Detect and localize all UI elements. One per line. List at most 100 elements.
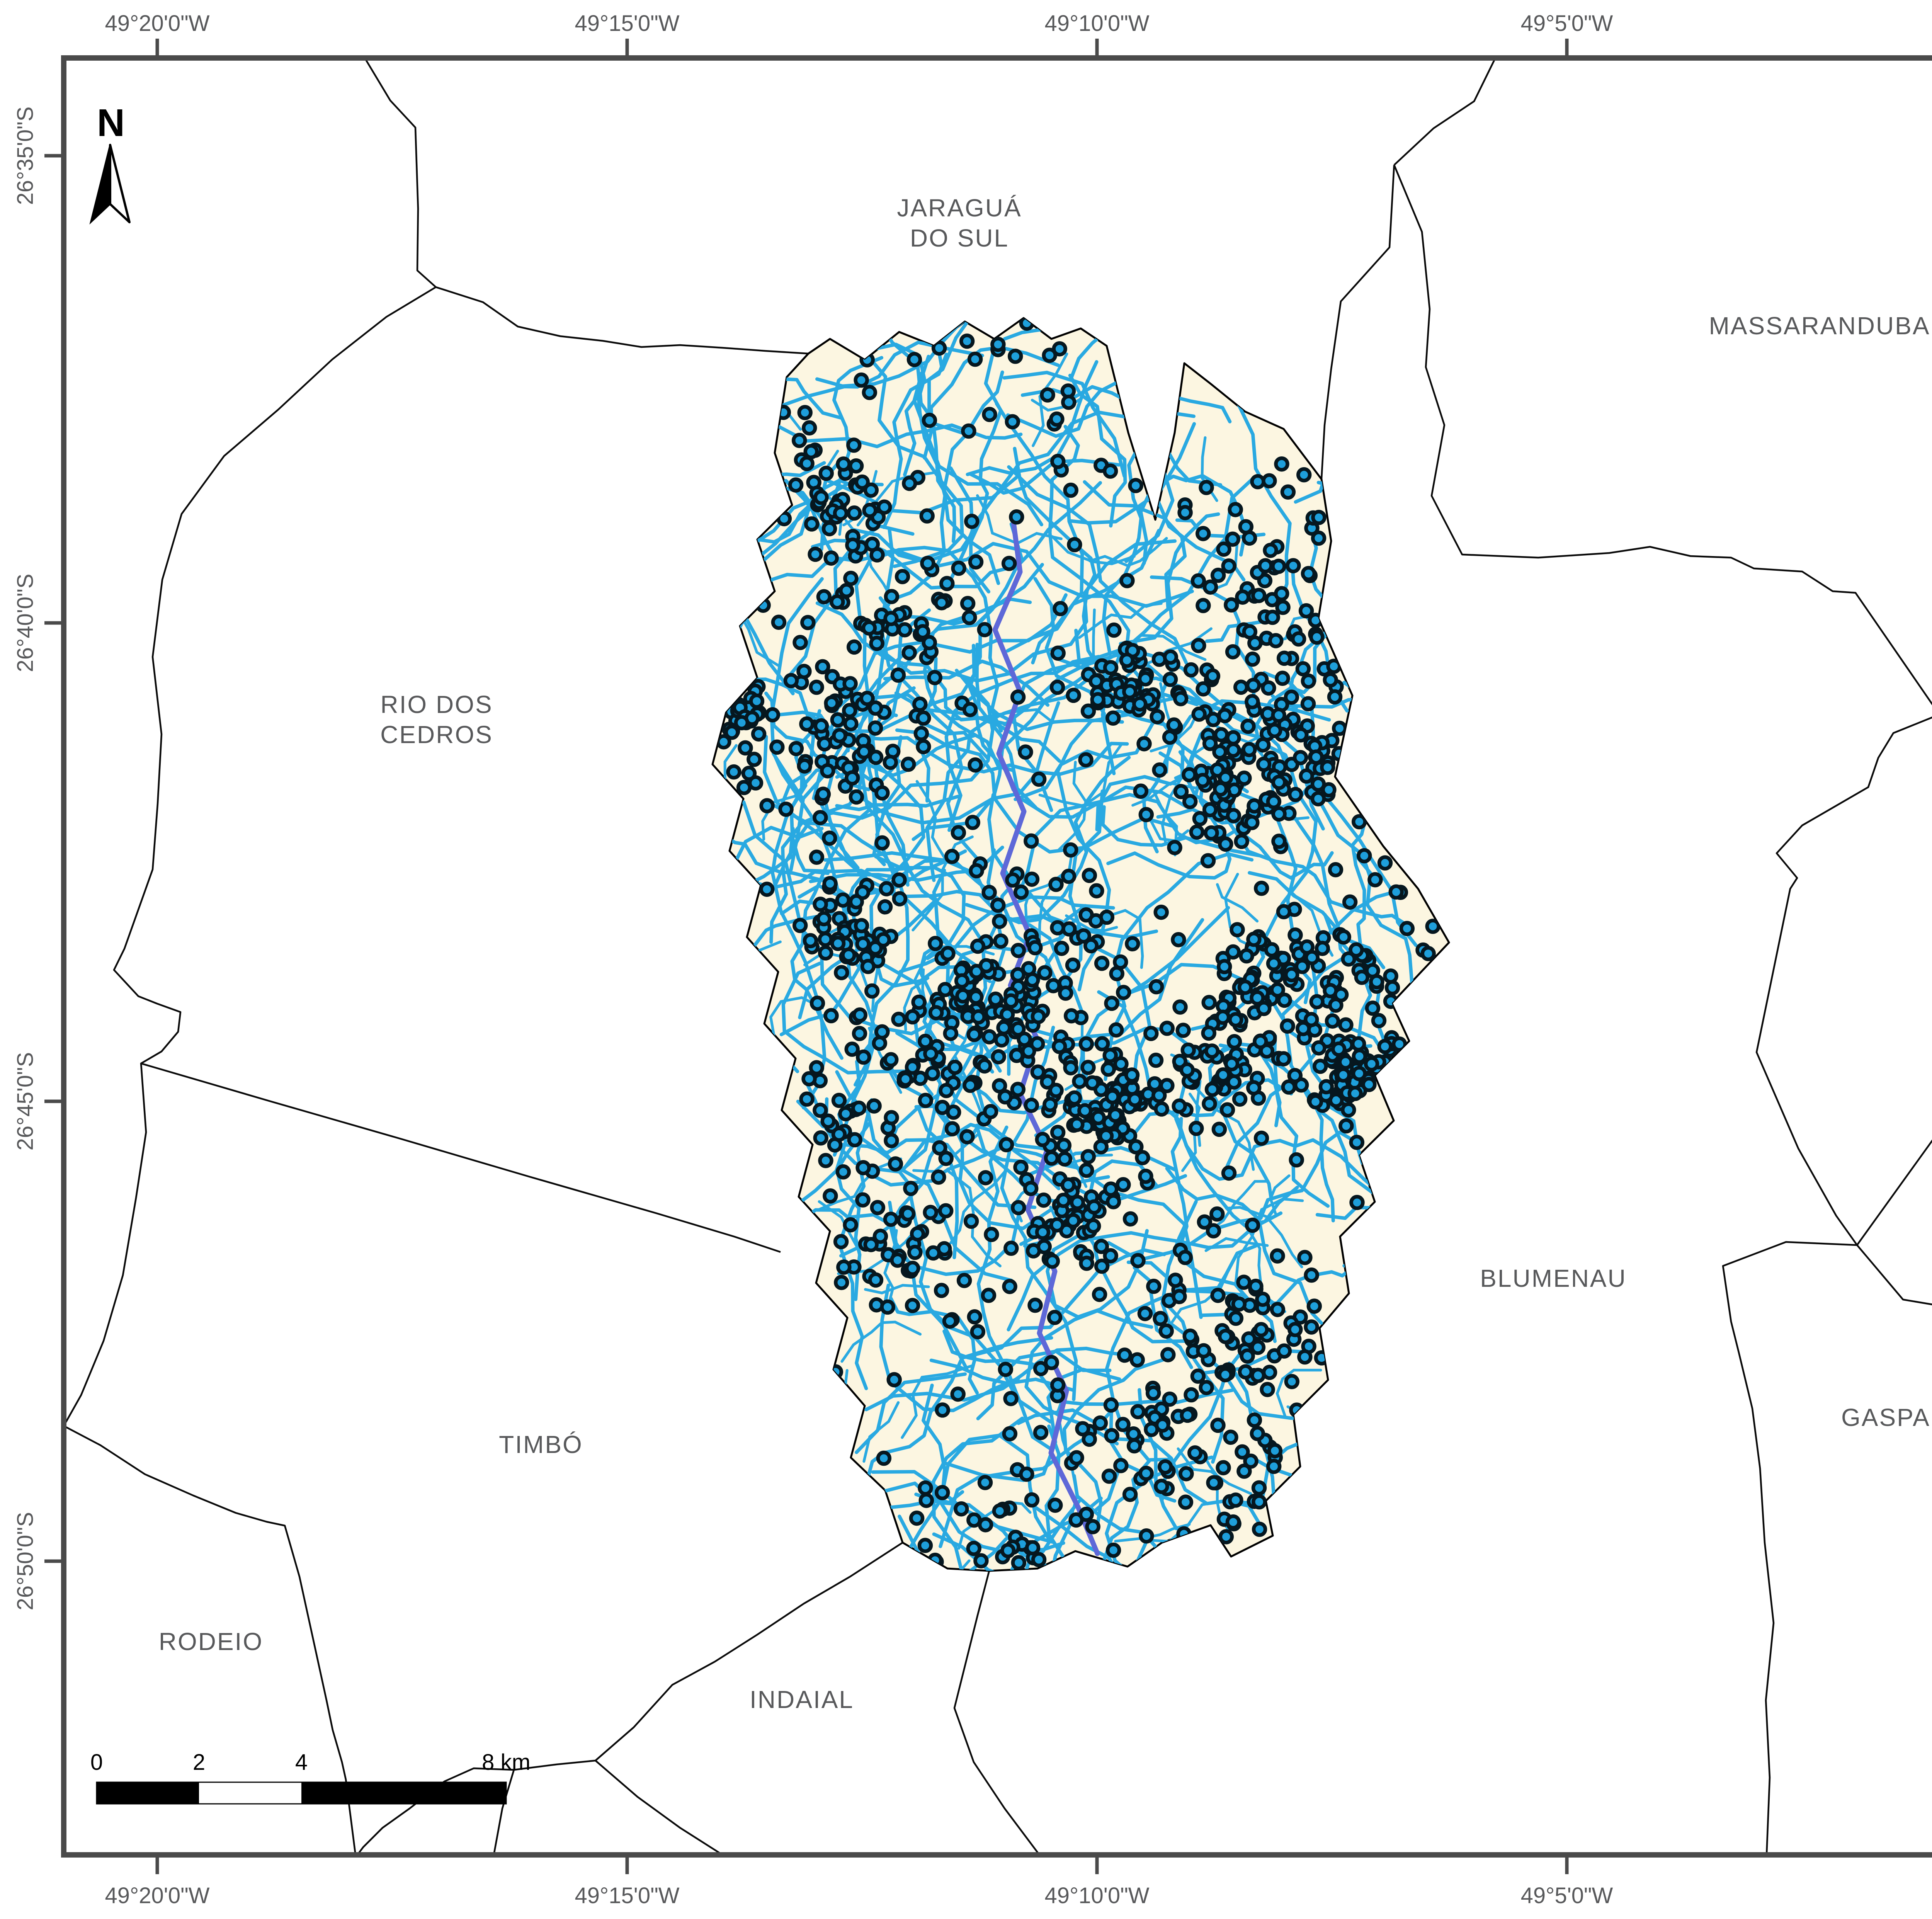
spring-dot [1002,1426,1018,1442]
spring-dot [1002,1279,1017,1294]
spring-dot [1341,951,1356,967]
spring-dot [801,420,817,436]
spring-dot [1338,1118,1354,1134]
spring-dot [1040,1074,1055,1090]
spring-dot [919,508,935,524]
spring-dot [1018,744,1033,760]
spring-dot [1106,622,1122,638]
spring-dot [1240,718,1256,734]
spring-dot [968,757,983,773]
spring-dot [776,511,792,526]
spring-dot [959,1129,975,1145]
spring-dot [1325,1013,1340,1029]
spring-dot [1218,1529,1234,1545]
spring-dot [1332,721,1347,736]
spring-dot [793,635,808,650]
river-line [1032,352,1068,447]
spring-dot [1092,1286,1107,1302]
spring-dot [1311,510,1327,525]
spring-dot [1089,883,1104,898]
spring-dot [813,1102,828,1118]
spring-dot [1072,1073,1087,1089]
spring-dot [1306,1298,1322,1314]
river-line [1281,953,1350,1223]
axis-label-left: 26°40'0"S [13,574,38,672]
spring-dot [864,983,880,999]
spring-dot [964,514,980,529]
spring-dot [934,595,949,611]
spring-dot [1256,1001,1272,1016]
map-label-timbo: TIMBÓ [499,1431,583,1458]
spring-dot [1092,1415,1108,1431]
river-line [942,370,1004,585]
spring-dot [834,965,849,980]
river-line [1352,851,1415,995]
spring-dot [1050,645,1066,661]
spring-dot [1293,727,1309,743]
spring-dot [973,1553,989,1569]
spring-dot [955,988,971,1004]
spring-dot [912,696,928,712]
spring-dot [913,726,929,741]
spring-dot [809,679,824,695]
spring-dot [1196,598,1211,613]
river-line [1150,713,1198,753]
spring-dot [854,918,869,934]
municipal-boundary-line [63,1425,357,1855]
spring-dot [1146,1279,1162,1294]
spring-dot [843,1217,858,1233]
spring-dot [1115,1417,1131,1432]
spring-dot [854,474,870,490]
spring-dot [1139,1528,1154,1544]
spring-dot [866,1098,882,1114]
spring-dot [1228,1492,1243,1508]
spring-dot [1053,601,1068,616]
spring-dot [1226,730,1241,746]
spring-dot [1171,932,1186,948]
spring-dot [1024,972,1040,988]
spring-dot [1138,671,1153,687]
spring-dot [845,538,861,553]
spring-dot [1303,1012,1319,1028]
spring-dot [1177,1250,1193,1265]
spring-dot [861,620,877,636]
spring-dot [905,1298,920,1313]
river-line [883,659,1050,707]
river-line [1006,529,1161,653]
spring-dot [1148,1053,1164,1068]
spring-dot [1342,894,1358,910]
spring-dot [874,1024,890,1040]
spring-dot [1190,573,1206,589]
spring-dot [843,570,859,586]
spring-dot [751,726,767,742]
river-line [1024,1309,1153,1446]
spring-dot [1153,904,1169,920]
river-line [881,528,983,864]
spring-dot [1080,1060,1096,1075]
spring-dot [1211,1121,1227,1137]
spring-dot [1044,1253,1060,1269]
spring-dot [1328,862,1344,878]
spring-dot [909,1510,925,1526]
spring-dot [856,744,872,759]
spring-dot [1094,1258,1110,1274]
spring-dot [788,477,804,493]
spring-dot [996,1020,1012,1036]
spring-dot [1262,473,1277,489]
spring-dot [978,1170,993,1186]
spring-dot [900,757,916,772]
spring-dot [938,1151,954,1166]
river-line [1044,1424,1182,1571]
spring-dot [954,973,970,989]
spring-dot [992,1503,1008,1519]
municipal-boundary-line [141,1062,781,1253]
spring-dot [855,1192,871,1208]
spring-dot [1236,1463,1252,1479]
spring-dot [1192,811,1208,827]
spring-dot [1266,1458,1282,1474]
spring-dot [799,1091,815,1107]
spring-dot [1122,684,1138,699]
spring-dot [1296,467,1312,483]
spring-dot [859,352,875,367]
